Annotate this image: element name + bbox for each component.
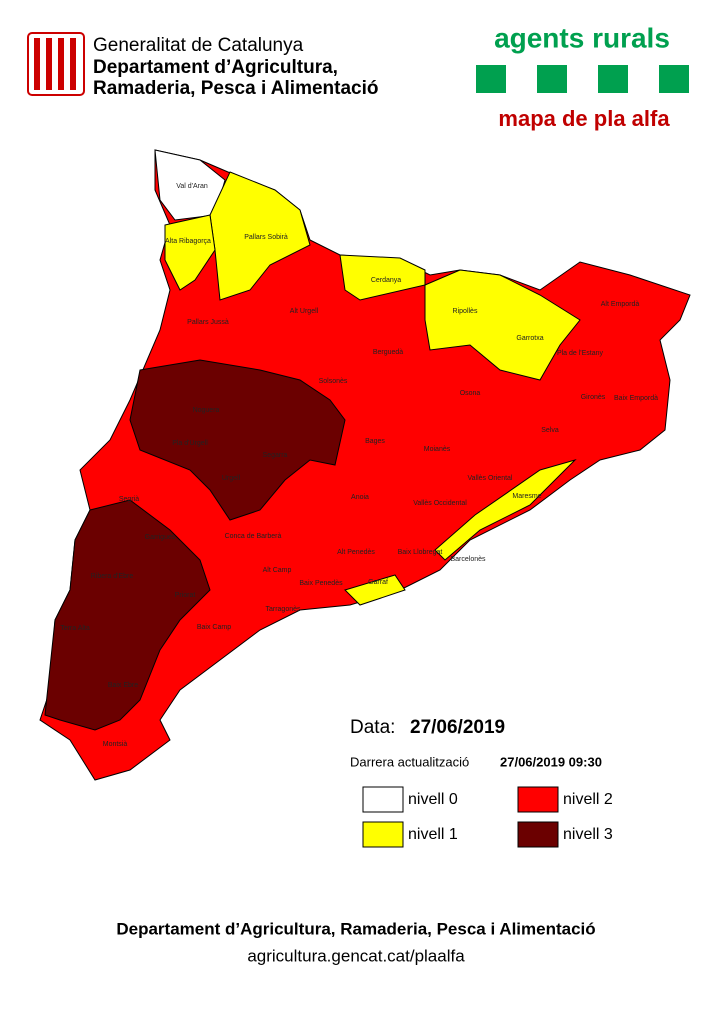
comarca-label: Vallès Oriental — [467, 475, 512, 482]
comarca-label: Noguera — [193, 407, 220, 414]
legend-label: nivell 3 — [563, 826, 613, 843]
comarca-label: Baix Ebre — [108, 682, 138, 689]
gencat-logo — [27, 32, 85, 96]
footer-dept: Departament d’Agricultura, Ramaderia, Pe… — [116, 919, 595, 938]
region-level-3 — [129, 359, 346, 521]
comarca-label: Alt Penedès — [337, 549, 375, 556]
comarca-label: Selva — [541, 427, 559, 434]
comarca-label: Maresme — [512, 493, 541, 500]
comarca-label: Tarragonès — [265, 606, 301, 613]
update-value: 27/06/2019 09:30 — [500, 754, 602, 769]
comarca-label: Garrigues — [145, 534, 176, 541]
comarca-label: Osona — [460, 390, 481, 397]
comarca-label: Pla de l'Estany — [557, 350, 604, 357]
comarca-label: Terra Alta — [60, 625, 90, 632]
date-value: 27/06/2019 — [410, 717, 505, 738]
comarca-label: Baix Penedès — [299, 580, 343, 587]
comarca-label: Berguedà — [373, 349, 403, 356]
comarca-label: Alt Empordà — [601, 301, 640, 308]
comarca-label: Vallès Occidental — [413, 500, 467, 507]
comarca-label: Pla d'Urgell — [172, 440, 208, 447]
comarca-label: Gironès — [581, 394, 606, 401]
dept-line: Departament d’Agricultura, — [93, 57, 338, 78]
region-level-1 — [164, 214, 216, 291]
comarca-label: Baix Camp — [197, 624, 231, 631]
comarca-label: Barcelonès — [450, 556, 486, 563]
comarca-label: Baix Empordà — [614, 395, 658, 402]
comarca-label: Anoia — [351, 494, 369, 501]
comarca-label: Ribera d'Ebre — [91, 573, 134, 580]
comarca-label: Solsonès — [319, 378, 348, 385]
comarca-label: Bages — [365, 438, 385, 445]
comarca-label: Montsià — [103, 741, 128, 748]
brand: agents rurals — [494, 22, 670, 53]
comarca-label: Ripollès — [453, 308, 478, 315]
comarca-label: Priorat — [175, 592, 196, 599]
legend-swatch — [517, 821, 559, 848]
comarca-label: Baix Llobregat — [398, 549, 443, 556]
comarca-label: Pallars Jussà — [187, 319, 229, 326]
footer-url: agricultura.gencat.cat/plaalfa — [247, 946, 465, 965]
org-name: Generalitat de Catalunya — [93, 35, 304, 56]
legend-swatch — [362, 821, 404, 848]
comarca-label: Segarra — [263, 452, 288, 459]
legend-label: nivell 1 — [408, 826, 458, 843]
comarca-label: Garrotxa — [516, 335, 543, 342]
legend-label: nivell 2 — [563, 791, 613, 808]
date-label: Data: — [350, 717, 395, 738]
comarca-label: Conca de Barberà — [225, 533, 282, 540]
map — [39, 149, 691, 781]
comarca-label: Garraf — [368, 579, 388, 586]
legend-swatch — [362, 786, 404, 813]
comarca-label: Segrià — [119, 496, 139, 503]
legend-swatch — [517, 786, 559, 813]
region-level-1 — [434, 458, 577, 561]
comarca-label: Moianès — [424, 446, 451, 453]
brand-squares — [476, 65, 689, 93]
comarca-label: Urgell — [222, 475, 241, 482]
comarca-label: Alta Ribagorça — [165, 238, 211, 245]
dept-line: Ramaderia, Pesca i Alimentació — [93, 78, 378, 99]
comarca-label: Cerdanya — [371, 277, 401, 284]
region-level-1 — [344, 574, 406, 606]
comarca-label: Pallars Sobirà — [244, 234, 288, 241]
comarca-label: Val d'Aran — [176, 183, 208, 190]
comarca-label: Alt Camp — [263, 567, 292, 574]
legend: nivell 0 nivell 2 nivell 1 nivell 3 — [362, 786, 613, 848]
map-labels: Val d'Aran Alta Ribagorça Pallars Sobirà Pa… — [60, 183, 658, 748]
legend-label: nivell 0 — [408, 791, 458, 808]
region-level-3 — [44, 499, 211, 731]
update-label: Darrera actualització — [350, 754, 469, 769]
region-level-1 — [424, 269, 581, 381]
map-title: mapa de pla alfa — [498, 106, 670, 131]
comarca-label: Alt Urgell — [290, 308, 319, 315]
